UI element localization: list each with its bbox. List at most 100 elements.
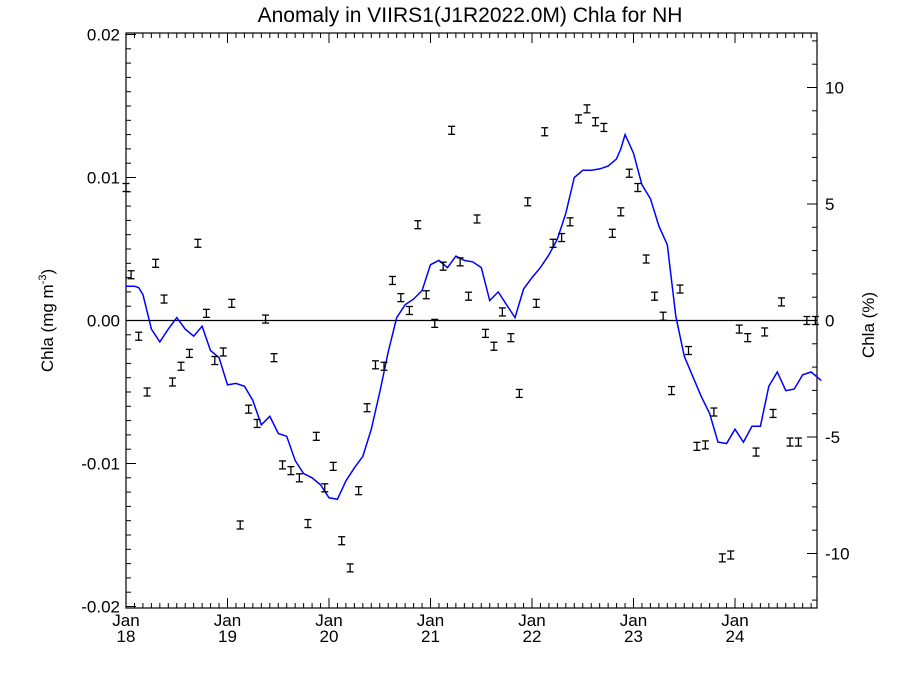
data-point-error-bar xyxy=(262,314,270,324)
data-point-error-bar xyxy=(168,377,176,387)
data-point-error-bar xyxy=(659,311,667,321)
y-axis-left-label: Chla (mg m-3) xyxy=(37,269,57,372)
data-point-error-bar xyxy=(651,291,659,301)
x-tick-label-year: 21 xyxy=(421,627,440,646)
data-point-error-bar xyxy=(346,563,354,573)
data-point-error-bar xyxy=(219,347,227,357)
data-point-error-bar xyxy=(448,125,456,135)
x-tick-label-year: 22 xyxy=(523,627,542,646)
data-point-error-bar xyxy=(253,418,261,429)
data-point-error-bar xyxy=(777,297,785,307)
data-point-error-bar xyxy=(304,518,312,529)
y-right-tick-label: 0 xyxy=(825,312,834,331)
data-point-error-bar xyxy=(625,168,633,178)
data-point-error-bar xyxy=(761,327,769,337)
data-point-error-bar xyxy=(388,275,396,286)
data-point-error-bar xyxy=(769,408,777,419)
x-tick-label-month: Jan xyxy=(112,611,139,630)
data-point-error-bar xyxy=(152,258,160,268)
data-point-error-bar xyxy=(600,122,608,133)
x-tick-label-month: Jan xyxy=(721,611,748,630)
y-axis-left-label-text: Chla (mg m xyxy=(38,284,57,372)
data-point-error-bar xyxy=(422,290,430,300)
data-point-error-bar xyxy=(811,315,819,326)
data-point-error-bar xyxy=(473,214,481,224)
series-smoothed-line xyxy=(126,132,822,501)
data-point-error-bar xyxy=(135,331,143,341)
series-line-path xyxy=(126,132,822,501)
data-point-error-bar xyxy=(177,361,185,371)
data-point-error-bar xyxy=(439,261,447,271)
data-point-error-bar xyxy=(405,305,413,316)
data-point-error-bar xyxy=(228,298,236,308)
data-point-error-bar xyxy=(465,291,473,301)
data-point-error-bar xyxy=(338,536,346,546)
x-tick-label-year: 18 xyxy=(117,627,136,646)
data-point-error-bar xyxy=(710,407,718,417)
data-point-error-bar xyxy=(532,298,540,308)
data-point-error-bar xyxy=(397,292,405,303)
data-point-error-bar xyxy=(270,353,278,363)
series-data-points xyxy=(122,104,819,573)
data-point-error-bar xyxy=(727,550,735,560)
data-point-error-bar xyxy=(414,220,422,230)
data-point-error-bar xyxy=(160,294,168,304)
data-point-error-bar xyxy=(752,447,760,457)
chart-title: Anomaly in VIIRS1(J1R2022.0M) Chla for N… xyxy=(258,4,683,27)
data-point-error-bar xyxy=(355,486,363,496)
data-point-error-bar xyxy=(701,440,709,450)
x-tick-label-month: Jan xyxy=(417,611,444,630)
data-point-error-bar xyxy=(122,182,130,193)
data-point-error-bar xyxy=(786,437,794,447)
data-point-error-bar xyxy=(566,217,574,227)
data-point-error-bar xyxy=(329,461,337,472)
data-point-error-bar xyxy=(685,345,693,356)
data-point-error-bar xyxy=(279,460,287,470)
data-point-error-bar xyxy=(634,182,642,193)
y-axis-left-label-superscript: -3 xyxy=(37,275,49,285)
x-tick-label-month: Jan xyxy=(518,611,545,630)
data-point-error-bar xyxy=(194,238,202,248)
y-right-tick-label: -5 xyxy=(825,428,840,447)
y-left-tick-label: 0.00 xyxy=(87,312,120,331)
data-point-error-bar xyxy=(803,315,811,326)
data-point-error-bar xyxy=(143,387,151,397)
data-point-error-bar xyxy=(693,441,701,451)
data-point-error-bar xyxy=(236,520,244,530)
data-point-error-bar xyxy=(431,318,439,329)
data-point-error-bar xyxy=(490,341,498,351)
data-point-error-bar xyxy=(321,483,329,493)
data-point-error-bar xyxy=(591,117,599,127)
data-point-error-bar xyxy=(574,114,582,124)
data-point-error-bar xyxy=(456,257,464,267)
data-point-error-bar xyxy=(558,232,566,243)
data-point-error-bar xyxy=(735,324,743,334)
data-point-error-bar xyxy=(794,437,802,447)
data-point-error-bar xyxy=(668,385,676,396)
data-point-error-bar xyxy=(608,228,616,238)
x-tick-label-year: 20 xyxy=(320,627,339,646)
y-left-tick-label: -0.01 xyxy=(81,455,120,474)
y-axis-left: 0.02 0.01 0.00 -0.01 -0.02 xyxy=(81,26,136,617)
y-right-tick-label: -10 xyxy=(825,545,850,564)
data-point-error-bar xyxy=(312,431,320,441)
data-point-error-bar xyxy=(676,284,684,294)
y-left-tick-label: 0.02 xyxy=(87,26,120,45)
y-left-tick-label: -0.02 xyxy=(81,598,120,617)
data-point-error-bar xyxy=(371,360,379,370)
y-right-tick-label: 10 xyxy=(825,79,844,98)
data-point-error-bar xyxy=(583,104,591,114)
data-point-error-bar xyxy=(287,465,295,476)
x-tick-label-month: Jan xyxy=(315,611,342,630)
x-tick-label-year: 23 xyxy=(624,627,643,646)
y-axis-right: 10 5 0 -5 -10 xyxy=(807,40,850,601)
data-point-error-bar xyxy=(211,355,219,366)
data-point-error-bar xyxy=(185,348,193,359)
data-point-error-bar xyxy=(507,333,515,343)
data-point-error-bar xyxy=(642,254,650,264)
data-point-error-bar xyxy=(718,553,726,563)
data-point-error-bar xyxy=(245,404,253,414)
data-point-error-bar xyxy=(380,361,388,371)
